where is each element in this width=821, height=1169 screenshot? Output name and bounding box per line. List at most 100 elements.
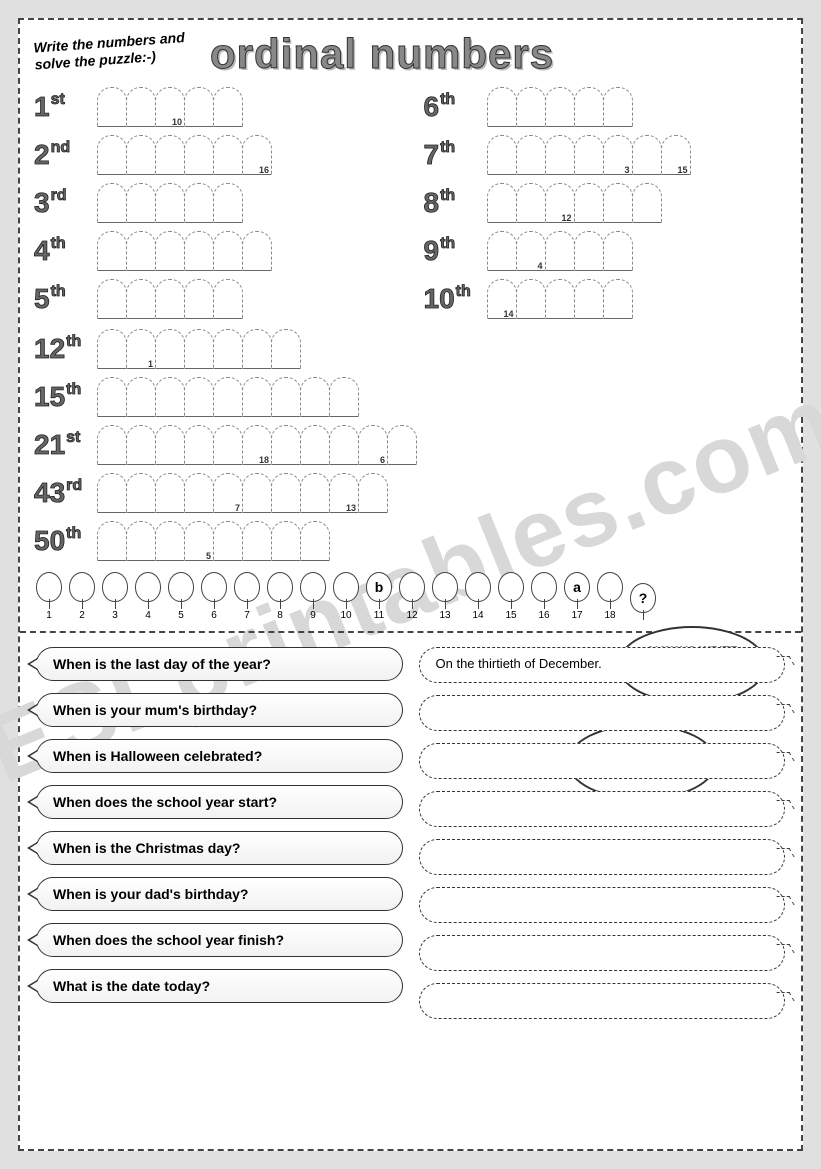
letter-box[interactable] xyxy=(329,377,359,417)
letter-box[interactable] xyxy=(632,183,662,223)
letter-box[interactable] xyxy=(126,87,156,127)
letter-box[interactable] xyxy=(271,377,301,417)
letter-box[interactable] xyxy=(126,231,156,271)
balloon[interactable]: a17 xyxy=(562,572,592,621)
answer-bubble[interactable] xyxy=(419,743,786,779)
balloon[interactable]: b11 xyxy=(364,572,394,621)
letter-box[interactable] xyxy=(126,135,156,175)
balloon[interactable]: 4 xyxy=(133,572,163,621)
letter-box[interactable] xyxy=(603,279,633,319)
letter-box[interactable]: 3 xyxy=(603,135,633,175)
letter-box[interactable] xyxy=(300,521,330,561)
letter-box[interactable] xyxy=(516,183,546,223)
letter-box[interactable] xyxy=(97,135,127,175)
letter-box[interactable] xyxy=(155,135,185,175)
letter-box[interactable] xyxy=(97,425,127,465)
letter-box[interactable] xyxy=(184,377,214,417)
letter-box[interactable]: 14 xyxy=(487,279,517,319)
letter-box[interactable] xyxy=(632,135,662,175)
letter-box[interactable] xyxy=(242,521,272,561)
letter-box[interactable] xyxy=(97,279,127,319)
answer-bubble[interactable] xyxy=(419,983,786,1019)
answer-bubble[interactable] xyxy=(419,887,786,923)
letter-box[interactable] xyxy=(155,279,185,319)
letter-box[interactable] xyxy=(242,329,272,369)
letter-box[interactable] xyxy=(213,231,243,271)
letter-box[interactable] xyxy=(155,521,185,561)
answer-bubble[interactable] xyxy=(419,791,786,827)
letter-box[interactable] xyxy=(358,473,388,513)
balloon[interactable]: 15 xyxy=(496,572,526,621)
letter-box[interactable] xyxy=(213,521,243,561)
letter-box[interactable] xyxy=(213,377,243,417)
letter-box[interactable] xyxy=(242,377,272,417)
answer-bubble[interactable] xyxy=(419,839,786,875)
letter-box[interactable] xyxy=(545,279,575,319)
letter-box[interactable] xyxy=(487,135,517,175)
letter-box[interactable] xyxy=(155,473,185,513)
balloon[interactable]: 7 xyxy=(232,572,262,621)
letter-box[interactable] xyxy=(516,135,546,175)
letter-box[interactable] xyxy=(213,329,243,369)
letter-box[interactable] xyxy=(184,425,214,465)
letter-box[interactable] xyxy=(126,279,156,319)
answer-bubble[interactable] xyxy=(419,695,786,731)
letter-box[interactable] xyxy=(271,329,301,369)
balloon[interactable]: ? xyxy=(628,583,658,621)
balloon[interactable]: 1 xyxy=(34,572,64,621)
letter-box[interactable]: 1 xyxy=(126,329,156,369)
letter-box[interactable]: 6 xyxy=(358,425,388,465)
letter-box[interactable] xyxy=(603,87,633,127)
letter-box[interactable] xyxy=(126,183,156,223)
letter-box[interactable] xyxy=(213,135,243,175)
letter-box[interactable] xyxy=(213,279,243,319)
letter-box[interactable] xyxy=(97,183,127,223)
letter-box[interactable]: 18 xyxy=(242,425,272,465)
letter-box[interactable] xyxy=(213,183,243,223)
balloon[interactable]: 6 xyxy=(199,572,229,621)
letter-box[interactable] xyxy=(126,473,156,513)
balloon[interactable]: 2 xyxy=(67,572,97,621)
letter-box[interactable] xyxy=(387,425,417,465)
letter-box[interactable] xyxy=(545,87,575,127)
letter-box[interactable] xyxy=(126,521,156,561)
letter-box[interactable]: 16 xyxy=(242,135,272,175)
letter-box[interactable] xyxy=(603,183,633,223)
letter-box[interactable] xyxy=(155,425,185,465)
letter-box[interactable] xyxy=(271,521,301,561)
letter-box[interactable] xyxy=(574,231,604,271)
letter-box[interactable] xyxy=(300,425,330,465)
balloon[interactable]: 16 xyxy=(529,572,559,621)
letter-box[interactable]: 15 xyxy=(661,135,691,175)
balloon[interactable]: 13 xyxy=(430,572,460,621)
letter-box[interactable] xyxy=(126,425,156,465)
letter-box[interactable]: 12 xyxy=(545,183,575,223)
letter-box[interactable] xyxy=(545,231,575,271)
letter-box[interactable] xyxy=(271,473,301,513)
letter-box[interactable] xyxy=(213,87,243,127)
letter-box[interactable] xyxy=(545,135,575,175)
letter-box[interactable] xyxy=(184,87,214,127)
letter-box[interactable] xyxy=(184,279,214,319)
letter-box[interactable] xyxy=(242,231,272,271)
letter-box[interactable] xyxy=(574,135,604,175)
letter-box[interactable] xyxy=(487,87,517,127)
letter-box[interactable] xyxy=(97,329,127,369)
letter-box[interactable] xyxy=(516,279,546,319)
letter-box[interactable] xyxy=(574,87,604,127)
balloon[interactable]: 5 xyxy=(166,572,196,621)
letter-box[interactable] xyxy=(574,183,604,223)
balloon[interactable]: 3 xyxy=(100,572,130,621)
letter-box[interactable] xyxy=(329,425,359,465)
letter-box[interactable] xyxy=(300,473,330,513)
letter-box[interactable] xyxy=(97,377,127,417)
answer-bubble[interactable]: On the thirtieth of December. xyxy=(419,647,786,683)
letter-box[interactable]: 7 xyxy=(213,473,243,513)
letter-box[interactable] xyxy=(97,473,127,513)
letter-box[interactable] xyxy=(487,183,517,223)
letter-box[interactable] xyxy=(97,231,127,271)
letter-box[interactable]: 5 xyxy=(184,521,214,561)
letter-box[interactable] xyxy=(155,183,185,223)
letter-box[interactable] xyxy=(516,87,546,127)
letter-box[interactable] xyxy=(184,231,214,271)
